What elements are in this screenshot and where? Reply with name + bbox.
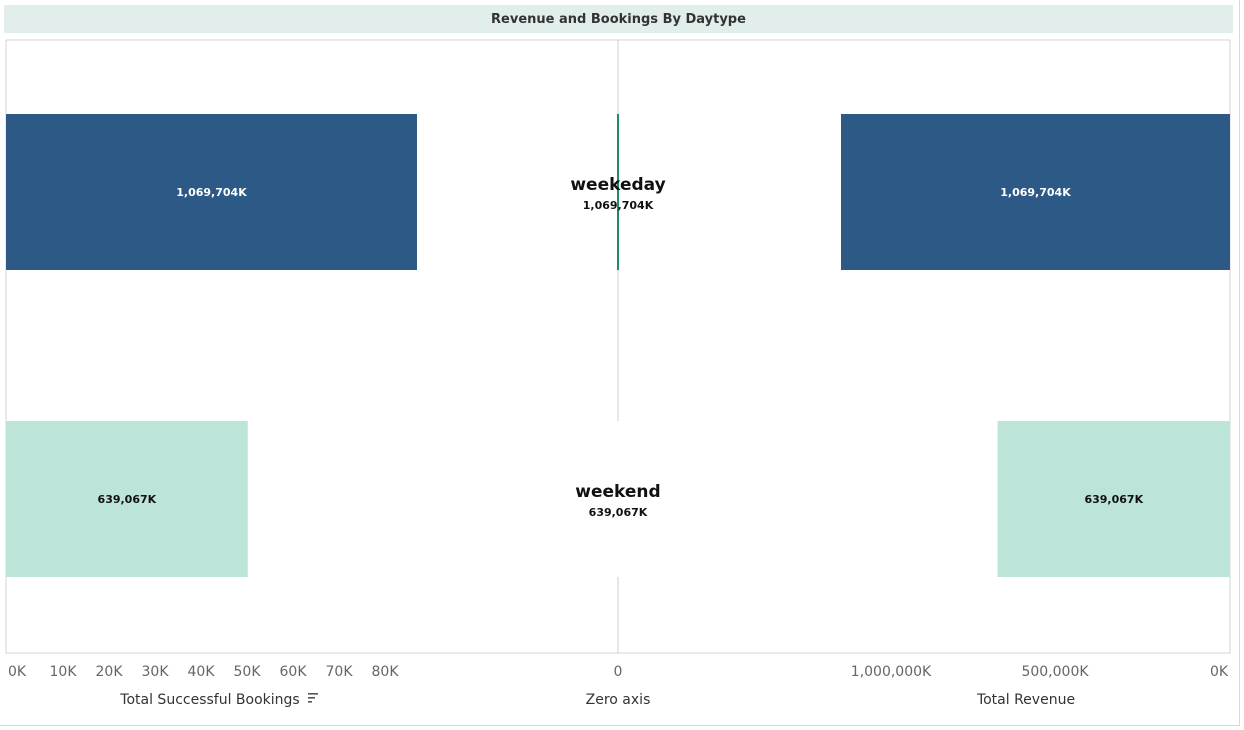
bookings-bar-1[interactable] bbox=[6, 114, 417, 270]
revenue-bar-1[interactable] bbox=[841, 114, 1230, 270]
category-value-label: 1,069,704K bbox=[583, 199, 654, 212]
zero-axis-mark-2 bbox=[617, 421, 619, 577]
revenue-tick-label: 1,000,000K bbox=[851, 664, 932, 680]
bookings-tick-label: 10K bbox=[50, 664, 78, 680]
bookings-bar-label: 639,067K bbox=[98, 493, 157, 506]
category-value-label: 639,067K bbox=[589, 506, 648, 519]
revenue-tick-label: 0K bbox=[1210, 664, 1229, 680]
bookings-tick-label: 60K bbox=[280, 664, 308, 680]
zero-axis-tick-label: 0 bbox=[614, 664, 623, 680]
revenue-bar-2[interactable] bbox=[997, 421, 1230, 577]
chart-title: Revenue and Bookings By Daytype bbox=[4, 5, 1233, 33]
bookings-bar-label: 1,069,704K bbox=[176, 186, 247, 199]
bookings-tick-label: 50K bbox=[234, 664, 262, 680]
bookings-tick-label: 40K bbox=[188, 664, 216, 680]
bookings-tick-label: 0K bbox=[8, 664, 27, 680]
bookings-bar-2[interactable] bbox=[6, 421, 248, 577]
bookings-tick-label: 20K bbox=[96, 664, 124, 680]
revenue-axis-title[interactable]: Total Revenue bbox=[976, 692, 1075, 708]
revenue-bar-label: 639,067K bbox=[1084, 493, 1143, 506]
bookings-tick-label: 70K bbox=[326, 664, 354, 680]
revenue-bar-label: 1,069,704K bbox=[1000, 186, 1071, 199]
bookings-tick-label: 30K bbox=[142, 664, 170, 680]
bookings-tick-label: 80K bbox=[372, 664, 400, 680]
zero-axis-title[interactable]: Zero axis bbox=[586, 692, 651, 708]
revenue-tick-label: 500,000K bbox=[1021, 664, 1089, 680]
category-label: weekeday bbox=[570, 175, 665, 195]
bookings-axis-title[interactable]: Total Successful Bookings bbox=[119, 692, 299, 708]
category-label: weekend bbox=[575, 482, 660, 502]
sort-descending-icon[interactable] bbox=[308, 693, 318, 703]
zero-axis-mark-1 bbox=[617, 114, 619, 270]
